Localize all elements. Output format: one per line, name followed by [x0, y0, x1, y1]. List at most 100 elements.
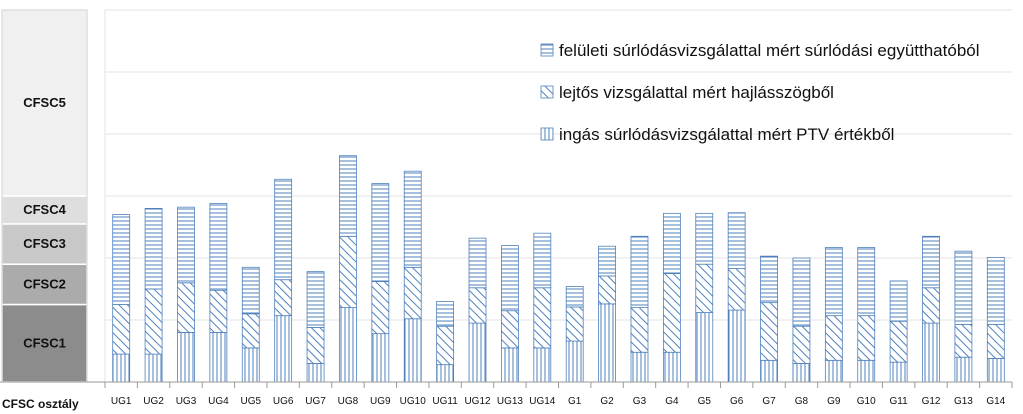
- bar-G3-series-2: [630, 307, 649, 353]
- bar-UG1-series-2: [112, 304, 131, 355]
- bar-UG11-series-2: [436, 325, 455, 366]
- bar-G4-series-1: [662, 351, 681, 383]
- bar-G2-series-3: [598, 245, 616, 277]
- bar-G9-series-2: [824, 315, 843, 361]
- x-tick-label: G6: [730, 396, 744, 407]
- bar-G12-series-2: [922, 287, 940, 324]
- x-tick-label: UG7: [305, 396, 326, 407]
- bar-UG2-series-3: [144, 207, 163, 290]
- x-tick-label: UG11: [432, 396, 458, 407]
- x-axis: UG1 UG2 UG3 UG4 UG5 UG6 UG7 UG8 UG9 UG10 UG11 UG12 U…: [0, 381, 1013, 411]
- bar-UG11-series-1: [436, 364, 455, 383]
- class-band-label: CFSC4: [23, 202, 66, 217]
- legend-label-3: ingás súrlódásvizsgálattal mért PTV érté…: [559, 125, 894, 144]
- bar-G14-series-3: [986, 256, 1005, 325]
- bar-UG11-series-3: [436, 300, 455, 327]
- x-tick-label: UG14: [529, 396, 556, 407]
- bar-G6-series-2: [727, 268, 746, 311]
- class-band-label: CFSC5: [23, 95, 66, 110]
- x-tick-label: G13: [954, 396, 973, 407]
- bar-UG4-series-3: [209, 203, 228, 291]
- bar-UG1-series-3: [112, 214, 131, 305]
- class-band-1: [1, 303, 88, 383]
- x-tick-label: UG6: [273, 396, 294, 407]
- bar-G13-series-2: [954, 323, 973, 358]
- bar-UG4-series-2: [209, 289, 228, 333]
- bar-UG14-series-3: [533, 232, 552, 289]
- legend-swatch-3: [540, 127, 554, 141]
- bar-UG8-series-2: [339, 235, 357, 309]
- bar-UG5-series-1: [241, 347, 260, 383]
- x-tick-label: UG12: [464, 396, 491, 407]
- bar-UG3-series-3: [177, 206, 195, 284]
- x-tick-label: UG5: [240, 396, 261, 407]
- bar-G10-series-2: [857, 315, 876, 361]
- bar-UG14-series-1: [533, 347, 552, 383]
- bar-G4-series-2: [662, 273, 681, 353]
- legend-label-2: lejtős vizsgálattal mért hajlásszögből: [559, 83, 834, 102]
- bar-G3-series-3: [630, 235, 649, 309]
- x-tick-label: UG13: [497, 396, 524, 407]
- bar-UG12-series-3: [468, 237, 487, 289]
- bar-G1-series-1: [565, 340, 584, 383]
- bar-G2-series-2: [598, 275, 616, 305]
- bar-G12-series-1: [922, 322, 940, 383]
- bar-UG7-series-3: [306, 271, 325, 328]
- bar-G5-series-1: [695, 312, 714, 383]
- x-tick-label: UG3: [176, 396, 197, 407]
- x-tick-label: G2: [600, 396, 614, 407]
- x-tick-label: G8: [795, 396, 809, 407]
- bar-G11-series-1: [889, 361, 908, 383]
- bar-G11-series-3: [889, 280, 908, 322]
- bar-G4-series-3: [662, 212, 681, 274]
- bar-G3-series-1: [630, 351, 649, 383]
- bar-G8-series-2: [792, 325, 811, 364]
- x-tick-label: G7: [762, 396, 776, 407]
- x-tick-label: G14: [986, 396, 1005, 407]
- bar-UG12-series-2: [468, 287, 487, 324]
- x-tick-label: UG2: [143, 396, 164, 407]
- bar-G7-series-1: [760, 359, 778, 383]
- bar-UG9-series-3: [371, 183, 390, 282]
- cfsc-class-bands: CFSC1 CFSC2 CFSC3 CFSC4 CFSC5: [1, 9, 88, 383]
- bar-UG3-series-1: [177, 331, 195, 383]
- bar-G14-series-2: [986, 323, 1005, 359]
- bar-UG13-series-2: [501, 310, 519, 349]
- x-tick-label: UG4: [208, 396, 229, 407]
- bar-G8-series-1: [792, 362, 811, 383]
- stacked-bars: [112, 155, 1005, 383]
- class-band-label: CFSC2: [23, 276, 66, 291]
- bar-UG2-series-1: [144, 353, 163, 383]
- bar-UG8-series-3: [339, 155, 357, 237]
- bar-G10-series-3: [857, 247, 876, 317]
- bar-UG9-series-2: [371, 281, 390, 335]
- bar-G1-series-3: [565, 286, 584, 308]
- bar-UG8-series-1: [339, 307, 357, 383]
- legend-swatch-2: [540, 85, 554, 99]
- x-tick-label: G11: [890, 396, 909, 407]
- gridlines: [104, 9, 1012, 382]
- x-tick-label: G5: [698, 396, 712, 407]
- bar-UG10-series-3: [403, 170, 422, 268]
- bar-G5-series-2: [695, 263, 714, 313]
- class-band-5: [1, 9, 88, 197]
- bar-UG14-series-2: [533, 287, 552, 349]
- x-tick-label: G3: [633, 396, 647, 407]
- bar-UG7-series-2: [306, 327, 325, 364]
- bar-G10-series-1: [857, 359, 876, 383]
- legend-swatch-1: [540, 43, 554, 57]
- bar-UG6-series-1: [274, 315, 293, 383]
- x-tick-label: UG8: [338, 396, 359, 407]
- class-band-label: CFSC3: [23, 236, 66, 251]
- class-band-label: CFSC1: [23, 335, 66, 350]
- x-tick-label: UG9: [370, 396, 391, 407]
- x-axis-title: CFSC osztály: [2, 397, 79, 411]
- x-tick-label: G4: [665, 396, 679, 407]
- bar-UG13-series-1: [501, 347, 519, 383]
- bar-G6-series-1: [727, 309, 746, 383]
- x-tick-label: G1: [568, 396, 582, 407]
- class-band-2: [1, 263, 88, 306]
- bar-G9-series-3: [824, 247, 843, 317]
- bar-UG5-series-2: [241, 313, 260, 349]
